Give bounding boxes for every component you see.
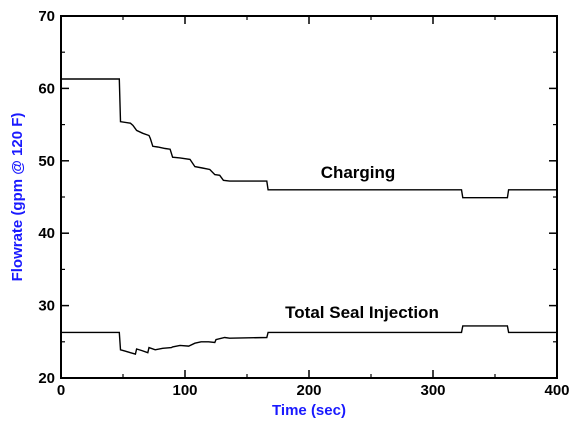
series-line-charging bbox=[61, 78, 557, 199]
x-tick-label: 400 bbox=[544, 382, 569, 399]
x-tick-label: 0 bbox=[57, 382, 65, 399]
series-label-total-seal-injection: Total Seal Injection bbox=[285, 303, 439, 322]
y-tick-label: 40 bbox=[38, 225, 55, 242]
series-label-charging: Charging bbox=[321, 163, 396, 182]
y-tick-label: 30 bbox=[38, 298, 55, 315]
y-tick-label: 60 bbox=[38, 80, 55, 97]
x-tick-label: 300 bbox=[420, 382, 445, 399]
x-tick-label: 200 bbox=[296, 382, 321, 399]
x-tick-label: 100 bbox=[172, 382, 197, 399]
y-axis-title: Flowrate (gpm @ 120 F) bbox=[9, 113, 26, 282]
series-lines bbox=[61, 78, 557, 355]
y-tick-label: 20 bbox=[38, 370, 55, 387]
y-tick-label: 50 bbox=[38, 153, 55, 170]
axis-ticks bbox=[60, 15, 558, 379]
series-line-total-seal-injection bbox=[61, 325, 557, 355]
y-tick-label: 70 bbox=[38, 8, 55, 25]
x-axis-title: Time (sec) bbox=[272, 402, 346, 419]
tick-labels: 0 100 200 300 400 20 30 40 50 60 70 bbox=[38, 8, 569, 399]
